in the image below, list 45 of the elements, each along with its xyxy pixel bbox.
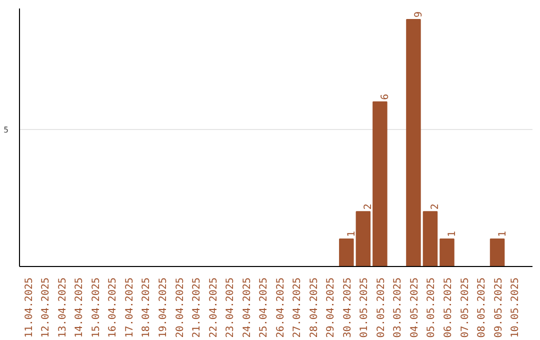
x-tick-label: 20.04.2025: [174, 277, 186, 338]
bar: [440, 238, 454, 266]
bar: [406, 18, 421, 266]
x-tick-label: 23.04.2025: [225, 277, 236, 338]
x-tick-label: 29.04.2025: [326, 277, 337, 338]
x-tick-label: 21.04.2025: [192, 277, 203, 338]
x-tick-label: 02.05.2025: [376, 277, 387, 338]
x-tick-label: 28.04.2025: [308, 277, 320, 338]
x-tick-label: 25.04.2025: [258, 277, 270, 338]
x-tick-label: 26.04.2025: [275, 277, 286, 338]
x-tick-label: 04.05.2025: [409, 277, 420, 338]
data-label: 2: [363, 204, 374, 210]
x-tick-label: 15.04.2025: [90, 277, 102, 338]
data-label: 1: [497, 231, 508, 238]
x-tick-label: 22.04.2025: [208, 277, 220, 338]
x-tick-label: 17.04.2025: [124, 277, 136, 338]
bar: [372, 101, 388, 266]
x-tick-label: 16.04.2025: [108, 277, 119, 338]
x-tick-label: 08.05.2025: [476, 277, 488, 338]
x-tick-label: 14.04.2025: [74, 277, 86, 338]
data-label: 1: [346, 231, 358, 238]
x-tick-label: 10.05.2025: [510, 277, 522, 338]
x-tick-label: 24.04.2025: [242, 277, 253, 338]
x-tick-label: 09.05.2025: [493, 277, 504, 338]
bar: [490, 238, 505, 266]
x-tick-label: 03.05.2025: [392, 277, 404, 338]
x-tick-label: 27.04.2025: [292, 277, 304, 338]
x-tick-label: 19.04.2025: [158, 277, 169, 338]
x-tick-label: 30.04.2025: [342, 277, 354, 338]
x-tick-label: 07.05.2025: [460, 277, 471, 338]
x-tick-label: 18.04.2025: [141, 277, 152, 338]
x-tick-label: 13.04.2025: [57, 277, 68, 338]
data-label: 6: [380, 94, 391, 100]
x-tick-label: 11.04.2025: [24, 277, 35, 338]
data-label: 1: [447, 231, 458, 238]
bar: [339, 238, 354, 266]
x-tick-label: 05.05.2025: [426, 277, 438, 338]
x-tick-label: 01.05.2025: [359, 277, 370, 338]
bar: [422, 211, 438, 266]
data-label: 9: [413, 11, 424, 18]
y-tick-label: 5: [4, 125, 9, 134]
data-label: 2: [430, 204, 442, 210]
x-tick-label: 06.05.2025: [443, 277, 454, 338]
x-tick-label: 12.04.2025: [40, 277, 52, 338]
bar: [356, 211, 371, 266]
